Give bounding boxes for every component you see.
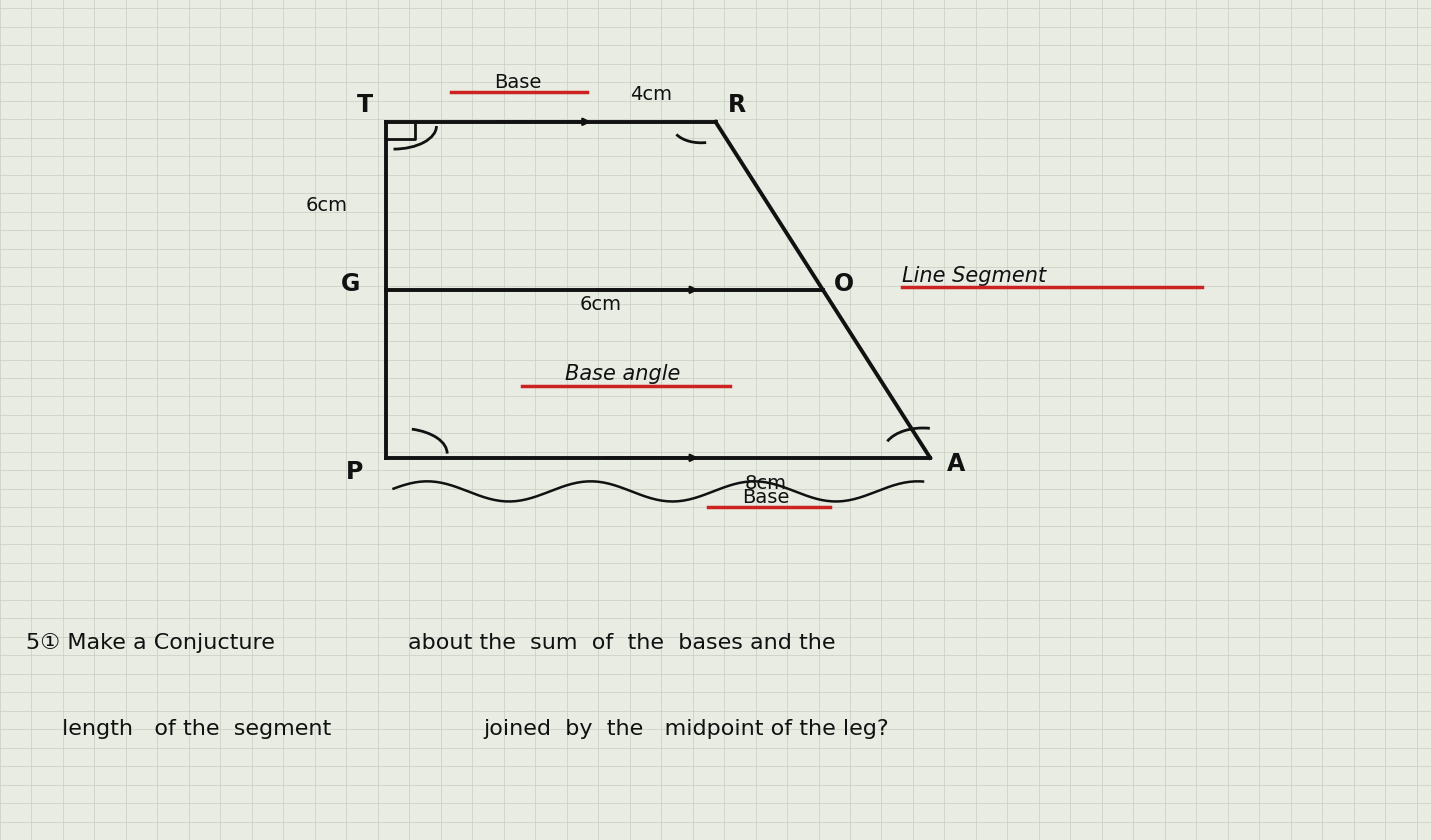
Text: P: P — [346, 460, 363, 484]
Text: Base: Base — [741, 488, 790, 507]
Text: O: O — [834, 272, 854, 296]
Text: G: G — [341, 272, 361, 296]
Text: length   of the  segment: length of the segment — [62, 719, 331, 739]
Text: 8cm: 8cm — [744, 474, 787, 492]
Text: 5① Make a Conjucture: 5① Make a Conjucture — [26, 633, 275, 653]
Text: about the  sum  of  the  bases and the: about the sum of the bases and the — [408, 633, 836, 653]
Text: A: A — [947, 452, 964, 475]
Text: 6cm: 6cm — [305, 197, 348, 215]
Text: 4cm: 4cm — [630, 85, 673, 103]
Text: joined  by  the   midpoint of the leg?: joined by the midpoint of the leg? — [484, 719, 889, 739]
Text: T: T — [356, 93, 373, 117]
Text: Line Segment: Line Segment — [902, 265, 1046, 286]
Text: 6cm: 6cm — [580, 295, 622, 313]
Text: Base: Base — [494, 73, 542, 92]
Text: R: R — [728, 93, 746, 117]
Text: Base angle: Base angle — [565, 364, 680, 384]
